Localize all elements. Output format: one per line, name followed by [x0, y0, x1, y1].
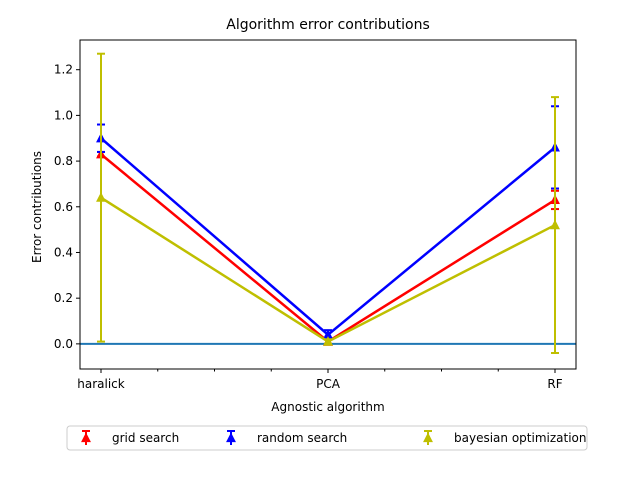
series-grid-search	[96, 148, 560, 346]
y-tick-label: 0.8	[54, 154, 73, 168]
x-axis-label: Agnostic algorithm	[271, 400, 384, 414]
x-tick-label: haralick	[77, 377, 125, 391]
legend-item-grid-search: grid search	[81, 430, 179, 445]
plot-area	[80, 52, 576, 355]
legend-item-random-search: random search	[226, 430, 347, 445]
data-point	[323, 329, 333, 339]
chart-title: Algorithm error contributions	[226, 17, 430, 33]
axes: 0.0 0.2 0.4 0.6 0.8 1.0 1.2 haralick PCA RF	[54, 39, 577, 391]
data-point	[550, 219, 560, 230]
legend-label: random search	[257, 431, 347, 445]
legend-label: grid search	[112, 431, 179, 445]
series-line	[100, 196, 556, 344]
y-tick-label: 0.0	[54, 337, 73, 351]
x-tick-label: RF	[547, 377, 562, 391]
series-random-search	[96, 105, 560, 341]
series-line	[100, 137, 556, 337]
y-tick-label: 0.6	[54, 200, 73, 214]
y-tick-label: 1.0	[54, 108, 73, 122]
y-tick-label: 0.2	[54, 291, 73, 305]
data-point	[323, 336, 333, 346]
legend-marker	[423, 432, 433, 443]
x-tick-label: PCA	[316, 377, 341, 391]
legend-marker	[81, 432, 91, 443]
series-bayesian-optimization	[96, 52, 560, 355]
legend: grid search random search bayesian optimiz…	[66, 425, 588, 451]
y-tick-label: 0.4	[54, 245, 73, 259]
y-axis-label: Error contributions	[30, 151, 44, 263]
data-point	[96, 192, 106, 202]
series-line	[100, 153, 556, 344]
y-tick-label: 1.2	[54, 63, 73, 77]
legend-marker	[226, 432, 236, 443]
legend-item-bayesian-optimization: bayesian optimization	[423, 430, 586, 445]
legend-frame	[66, 425, 588, 451]
plot-frame	[79, 39, 577, 370]
legend-label: bayesian optimization	[454, 431, 586, 445]
